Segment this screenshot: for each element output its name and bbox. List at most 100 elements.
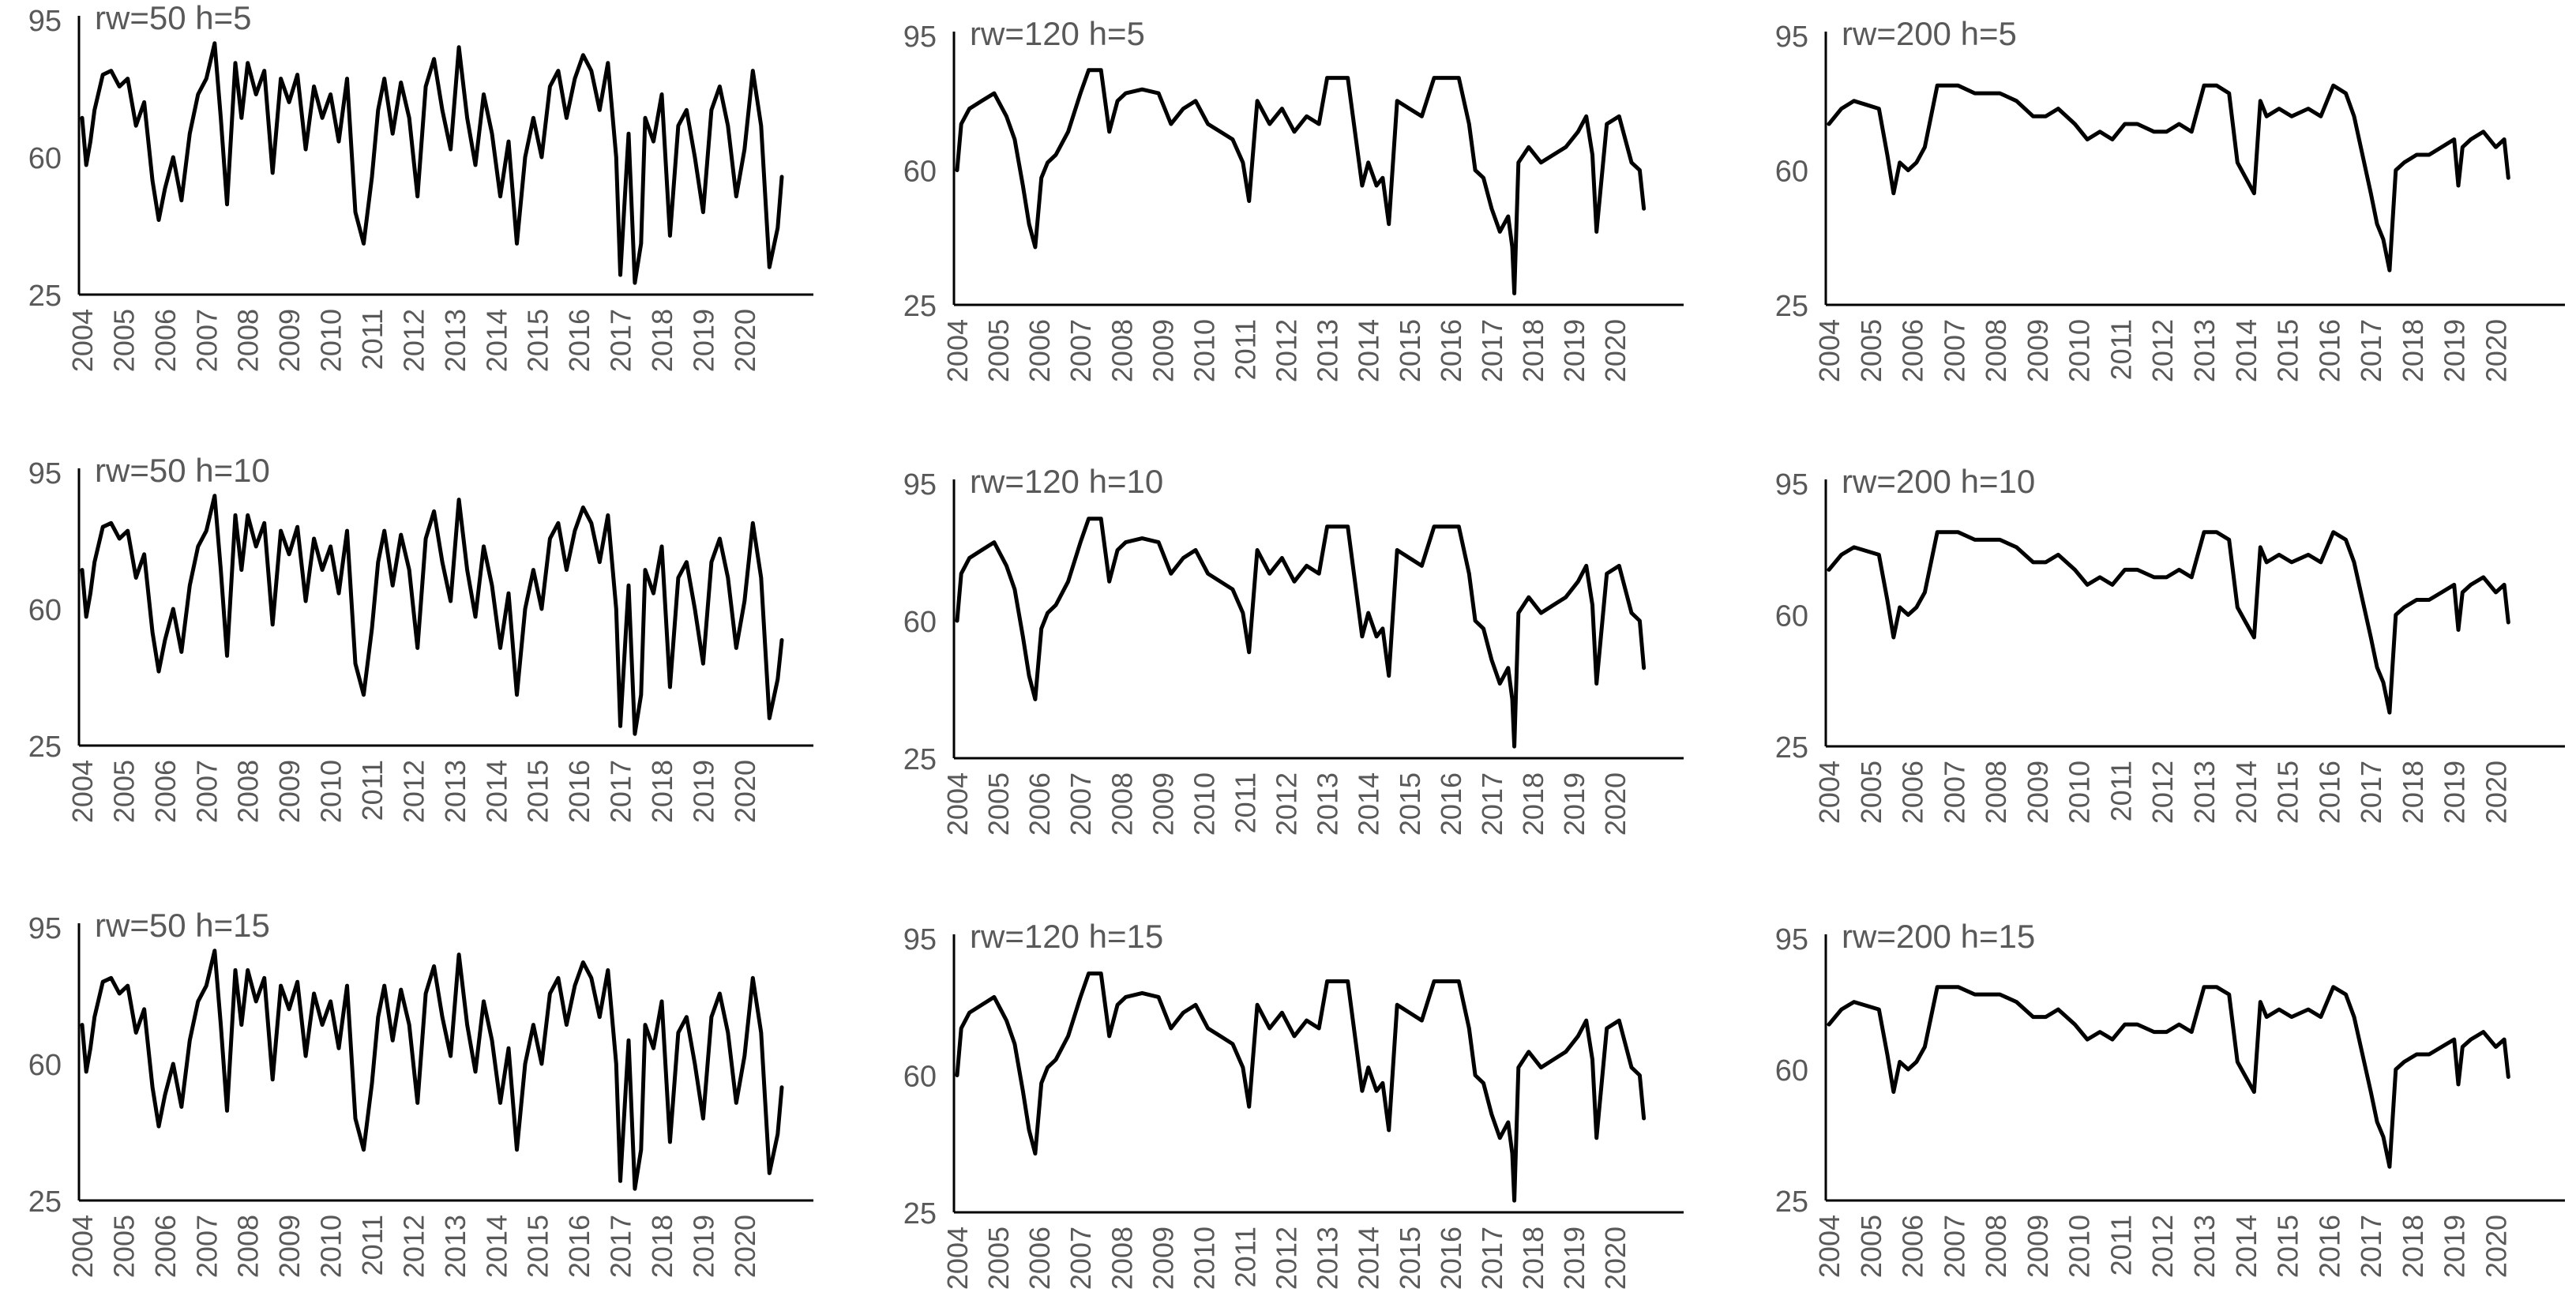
x-tick-label: 2009 <box>1147 319 1179 382</box>
x-tick-label: 2012 <box>397 760 430 823</box>
x-tick-label: 2013 <box>1312 319 1344 382</box>
x-tick-label: 2007 <box>1065 319 1097 382</box>
series-line <box>955 517 1647 749</box>
x-tick-label: 2011 <box>2105 761 2137 821</box>
x-tick-label: 2007 <box>1065 772 1097 836</box>
x-tick-label: 2015 <box>1394 319 1426 382</box>
x-tick-label: 2012 <box>2146 319 2179 382</box>
x-tick-label: 2007 <box>1938 761 1970 824</box>
x-tick-label: 2018 <box>2397 1215 2429 1278</box>
x-tick-label: 2019 <box>687 309 719 372</box>
x-tick-label: 2009 <box>1147 772 1179 836</box>
chart-title: rw=50 h=5 <box>95 0 251 36</box>
y-tick-label: 25 <box>1775 731 1808 765</box>
x-tick-label: 2011 <box>1229 772 1261 833</box>
x-tick-label: 2020 <box>729 760 761 823</box>
chart-title: rw=200 h=5 <box>1842 15 2017 52</box>
chart-title: rw=200 h=10 <box>1842 463 2035 500</box>
x-tick-label: 2008 <box>1980 761 2012 824</box>
x-tick-label: 2007 <box>190 1215 223 1278</box>
x-tick-label: 2018 <box>646 309 678 372</box>
x-tick-label: 2015 <box>2272 1215 2304 1278</box>
x-tick-label: 2006 <box>1897 1215 1929 1278</box>
x-tick-label: 2020 <box>1599 1227 1632 1290</box>
x-tick-label: 2017 <box>2355 319 2387 382</box>
series-line <box>955 971 1647 1203</box>
x-tick-label: 2018 <box>1517 319 1549 382</box>
y-tick-label: 25 <box>903 743 937 776</box>
y-tick-label: 95 <box>28 457 62 490</box>
x-tick-label: 2014 <box>1353 1227 1385 1290</box>
y-tick-label: 25 <box>903 1197 937 1230</box>
series-line <box>80 41 784 285</box>
x-tick-label: 2013 <box>2188 761 2221 824</box>
chart-title: rw=120 h=10 <box>970 463 1163 500</box>
x-tick-label: 2004 <box>941 772 974 836</box>
x-tick-label: 2006 <box>1897 319 1929 382</box>
y-tick-label: 95 <box>903 923 937 956</box>
x-tick-label: 2011 <box>1229 319 1261 380</box>
x-tick-label: 2010 <box>315 1215 347 1278</box>
x-tick-label: 2008 <box>1106 772 1138 836</box>
x-tick-label: 2005 <box>107 1215 140 1278</box>
x-tick-label: 2019 <box>1558 1227 1590 1290</box>
y-tick-label: 60 <box>28 142 62 175</box>
x-tick-label: 2011 <box>2105 1215 2137 1276</box>
x-tick-label: 2017 <box>1476 319 1508 382</box>
x-tick-label: 2015 <box>522 309 554 372</box>
x-tick-label: 2015 <box>522 760 554 823</box>
x-tick-label: 2020 <box>729 309 761 372</box>
x-tick-label: 2020 <box>1599 319 1632 382</box>
x-tick-label: 2010 <box>315 309 347 372</box>
x-tick-label: 2012 <box>1271 772 1303 836</box>
x-tick-label: 2007 <box>190 760 223 823</box>
x-tick-label: 2008 <box>1106 1227 1138 1290</box>
y-tick-label: 95 <box>1775 923 1808 956</box>
x-tick-label: 2010 <box>1188 319 1220 382</box>
x-tick-label: 2010 <box>1188 772 1220 836</box>
chart-title: rw=50 h=10 <box>95 452 270 489</box>
x-tick-label: 2012 <box>2146 1215 2179 1278</box>
x-tick-label: 2009 <box>2022 1215 2054 1278</box>
y-tick-label: 60 <box>1775 156 1808 189</box>
x-tick-label: 2010 <box>2063 1215 2096 1278</box>
x-tick-label: 2020 <box>2480 319 2512 382</box>
y-tick-label: 95 <box>1775 21 1808 54</box>
x-tick-label: 2004 <box>66 309 99 372</box>
x-tick-label: 2015 <box>1394 772 1426 836</box>
x-tick-label: 2015 <box>1394 1227 1426 1290</box>
x-tick-label: 2004 <box>1813 319 1846 382</box>
x-tick-label: 2012 <box>397 309 430 372</box>
x-tick-label: 2007 <box>190 309 223 372</box>
x-tick-label: 2018 <box>1517 1227 1549 1290</box>
x-tick-label: 2019 <box>2439 1215 2471 1278</box>
x-tick-label: 2009 <box>273 760 306 823</box>
x-tick-label: 2008 <box>232 760 265 823</box>
x-tick-label: 2016 <box>1435 319 1467 382</box>
x-tick-label: 2019 <box>2439 319 2471 382</box>
series-line <box>955 68 1647 295</box>
x-tick-label: 2016 <box>2313 319 2345 382</box>
x-tick-label: 2016 <box>1435 772 1467 836</box>
y-tick-label: 60 <box>1775 600 1808 633</box>
x-tick-label: 2005 <box>982 1227 1015 1290</box>
x-tick-label: 2013 <box>439 760 471 823</box>
x-tick-label: 2016 <box>2313 1215 2345 1278</box>
y-tick-label: 60 <box>903 156 937 189</box>
x-tick-label: 2017 <box>605 760 637 823</box>
x-tick-label: 2016 <box>563 760 595 823</box>
x-tick-label: 2008 <box>232 309 265 372</box>
y-tick-label: 95 <box>903 468 937 502</box>
x-tick-label: 2018 <box>2397 761 2429 824</box>
x-tick-label: 2015 <box>522 1215 554 1278</box>
x-tick-label: 2016 <box>2313 761 2345 824</box>
x-tick-label: 2008 <box>1980 1215 2012 1278</box>
x-tick-label: 2005 <box>982 319 1015 382</box>
chart-title: rw=120 h=5 <box>970 15 1145 52</box>
x-tick-label: 2015 <box>2272 761 2304 824</box>
y-tick-label: 60 <box>28 594 62 627</box>
